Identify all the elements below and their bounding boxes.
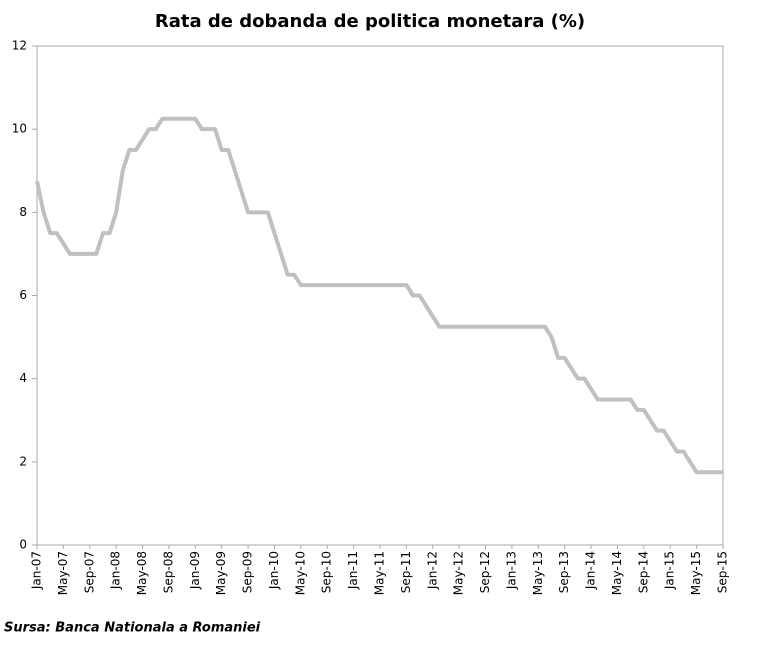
series-line bbox=[35, 116, 723, 475]
x-tick-label: Sep-15 bbox=[716, 551, 730, 593]
x-tick-label: Jan-13 bbox=[504, 551, 518, 590]
x-tick-label: Sep-07 bbox=[82, 551, 96, 593]
y-tick-label: 4 bbox=[19, 371, 27, 385]
x-tick-label: May-08 bbox=[135, 551, 149, 595]
x-tick-label: Jan-11 bbox=[346, 551, 360, 590]
plot-frame bbox=[36, 45, 724, 546]
x-tick-label: Sep-11 bbox=[399, 551, 413, 593]
x-tick-label: May-10 bbox=[293, 551, 307, 595]
y-tick-label: 12 bbox=[12, 39, 27, 53]
x-tick-label: Jan-10 bbox=[267, 551, 281, 590]
source-note: Sursa: Banca Nationala a Romaniei bbox=[4, 621, 261, 636]
y-tick-label: 10 bbox=[12, 122, 27, 136]
x-tick-label: Jan-07 bbox=[30, 551, 44, 590]
x-tick-label: May-14 bbox=[610, 551, 624, 595]
x-tick-label: May-11 bbox=[373, 551, 387, 595]
x-tick-label: Jan-12 bbox=[425, 551, 439, 590]
y-tick-label: 2 bbox=[19, 454, 27, 468]
x-tick-label: Jan-15 bbox=[663, 551, 677, 590]
x-tick-label: Jan-09 bbox=[188, 551, 202, 590]
x-tick-label: May-12 bbox=[452, 551, 466, 595]
x-tick-label: May-09 bbox=[214, 551, 228, 595]
y-tick-label: 6 bbox=[19, 288, 27, 302]
x-tick-label: Sep-09 bbox=[241, 551, 255, 593]
y-tick-label: 0 bbox=[19, 538, 27, 552]
x-tick-label: Sep-08 bbox=[161, 551, 175, 593]
y-tick-label: 8 bbox=[19, 205, 27, 219]
x-tick-label: Jan-14 bbox=[584, 551, 598, 590]
x-tick-label: May-15 bbox=[689, 551, 703, 595]
x-tick-label: Sep-14 bbox=[636, 551, 650, 593]
x-tick-label: Jan-08 bbox=[109, 551, 123, 590]
x-tick-label: May-13 bbox=[531, 551, 545, 595]
x-tick-label: May-07 bbox=[56, 551, 70, 595]
x-tick-label: Sep-12 bbox=[478, 551, 492, 593]
chart-title: Rata de dobanda de politica monetara (%) bbox=[155, 11, 585, 32]
x-tick-label: Sep-13 bbox=[557, 551, 571, 593]
x-tick-label: Sep-10 bbox=[320, 551, 334, 593]
